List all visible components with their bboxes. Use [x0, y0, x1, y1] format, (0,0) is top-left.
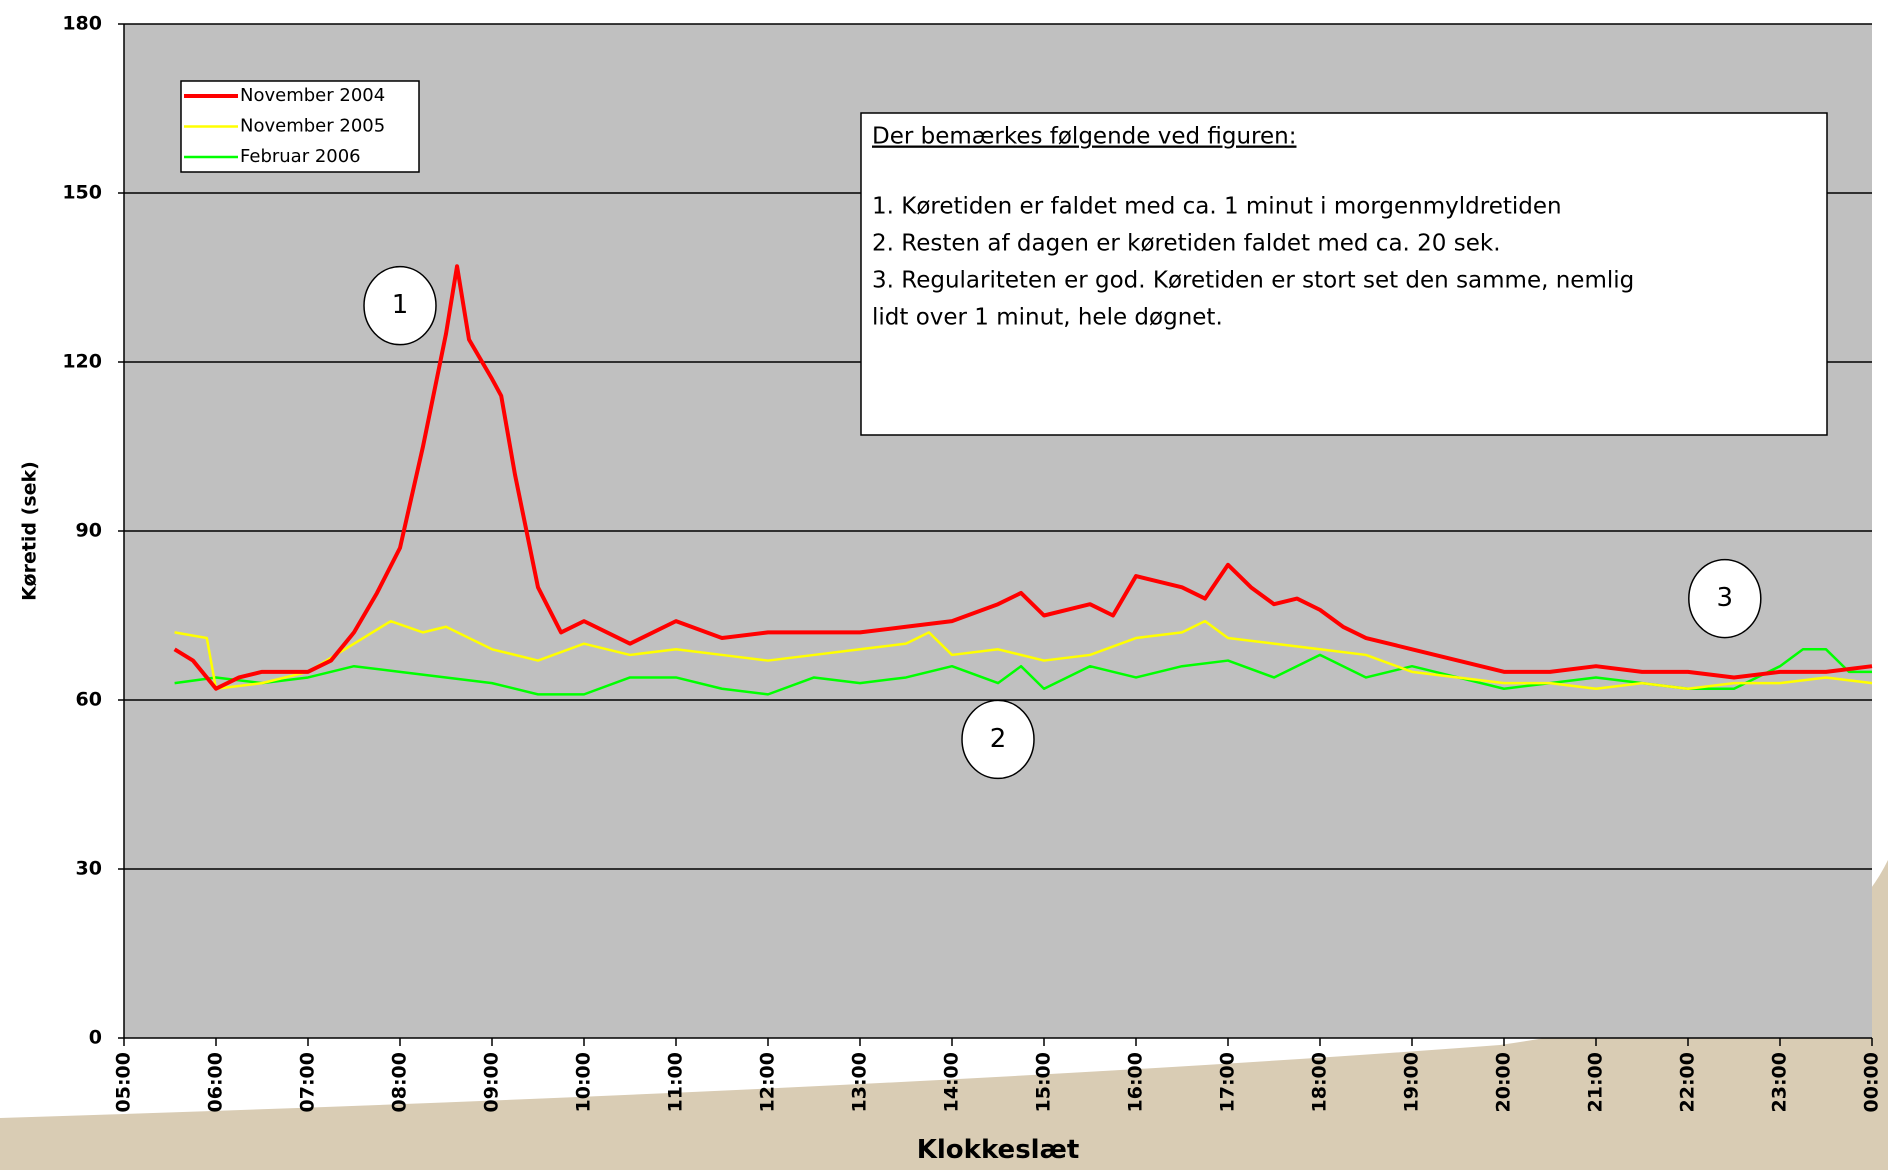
annotation-label: 2	[990, 724, 1007, 754]
y-tick-label: 30	[76, 858, 102, 880]
annotation-label: 1	[392, 290, 409, 320]
annotation-circle	[961, 699, 1035, 780]
note-line: 2. Resten af dagen er køretiden faldet m…	[872, 231, 1501, 257]
x-tick-label: 20:00	[1493, 1052, 1515, 1112]
annotation-circle	[1688, 558, 1762, 639]
note-title: Der bemærkes følgende ved figuren:	[872, 124, 1296, 150]
y-tick-label: 150	[62, 182, 102, 204]
y-tick-label: 0	[89, 1027, 102, 1049]
x-tick-label: 00:00	[1861, 1052, 1883, 1112]
note-line: 1. Køretiden er faldet med ca. 1 minut i…	[872, 194, 1562, 220]
y-tick-label: 60	[76, 689, 102, 711]
x-axis-label: Klokkeslæt	[917, 1135, 1080, 1165]
series-line	[173, 264, 1873, 691]
x-tick-label: 19:00	[1401, 1052, 1423, 1112]
series-line	[174, 619, 1873, 690]
x-tick-label: 06:00	[205, 1052, 227, 1112]
annotation-label: 3	[1717, 583, 1734, 613]
x-tick-label: 12:00	[757, 1052, 779, 1112]
x-tick-label: 15:00	[1033, 1052, 1055, 1112]
x-tick-label: 21:00	[1585, 1052, 1607, 1112]
y-tick-label: 90	[76, 520, 102, 542]
x-tick-label: 08:00	[389, 1052, 411, 1112]
x-tick-label: 09:00	[481, 1052, 503, 1112]
legend-label: November 2004	[240, 85, 385, 106]
y-tick-label: 120	[62, 351, 102, 373]
y-axis-label: Køretid (sek)	[19, 461, 41, 601]
x-tick-label: 10:00	[573, 1052, 595, 1112]
y-tick-label: 180	[62, 13, 102, 35]
legend-label: Februar 2006	[240, 146, 361, 167]
x-tick-label: 07:00	[297, 1052, 319, 1112]
x-tick-label: 05:00	[113, 1052, 135, 1112]
x-tick-label: 13:00	[849, 1052, 871, 1112]
note-line: lidt over 1 minut, hele døgnet.	[872, 305, 1223, 331]
x-tick-label: 18:00	[1309, 1052, 1331, 1112]
x-tick-label: 22:00	[1677, 1052, 1699, 1112]
x-tick-label: 11:00	[665, 1052, 687, 1112]
decor	[0, 860, 1888, 1170]
note-line: 3. Regulariteten er god. Køretiden er st…	[872, 268, 1634, 294]
x-tick-label: 14:00	[941, 1052, 963, 1112]
note-box	[860, 112, 1828, 436]
x-tick-label: 16:00	[1125, 1052, 1147, 1112]
legend-label: November 2005	[240, 116, 385, 137]
annotation-circle	[363, 265, 437, 346]
x-tick-label: 23:00	[1769, 1052, 1791, 1112]
x-tick-label: 17:00	[1217, 1052, 1239, 1112]
